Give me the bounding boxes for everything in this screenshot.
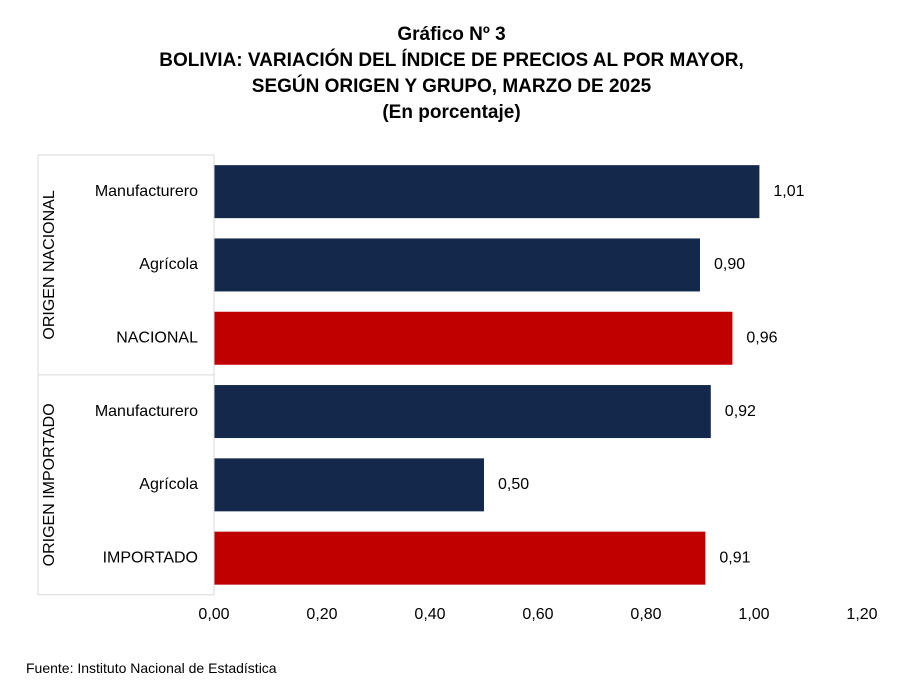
x-tick-label: 1,00	[738, 606, 769, 623]
x-tick-label: 0,60	[522, 606, 553, 623]
category-label: IMPORTADO	[103, 549, 198, 566]
data-label: 0,50	[498, 476, 529, 493]
bar-nacional	[214, 311, 733, 365]
bar-agrcola	[214, 238, 700, 292]
bar-agrcola	[214, 458, 484, 512]
category-label: Manufacturero	[95, 403, 198, 420]
title-line-4: (En porcentaje)	[382, 102, 521, 123]
category-label: Manufacturero	[95, 183, 198, 200]
data-label: 0,92	[725, 403, 756, 420]
x-tick-label: 0,80	[630, 606, 661, 623]
group-label-origen-importado: ORIGEN IMPORTADO	[41, 403, 58, 566]
bar-chart: ORIGEN NACIONAL Manufacturero 1,01 Agrícola…	[37, 154, 878, 623]
data-label: 0,96	[746, 329, 777, 346]
group-label-origen-nacional: ORIGEN NACIONAL	[41, 190, 58, 339]
bar-importado	[214, 531, 706, 585]
title-line-1: Gráfico Nº 3	[397, 24, 506, 45]
chart-title: Gráfico Nº 3 BOLIVIA: VARIACIÓN DEL ÍNDI…	[0, 22, 903, 126]
x-tick-label: 0,40	[414, 606, 445, 623]
x-tick-label: 1,20	[846, 606, 877, 623]
data-label: 0,91	[719, 549, 750, 566]
x-tick-label: 0,00	[198, 606, 229, 623]
x-tick-label: 0,20	[306, 606, 337, 623]
bar-manufacturero	[214, 165, 760, 219]
bar-manufacturero	[214, 385, 711, 439]
title-line-3: SEGÚN ORIGEN Y GRUPO, MARZO DE 2025	[251, 76, 652, 97]
data-label: 1,01	[773, 183, 804, 200]
data-label: 0,90	[714, 256, 745, 273]
title-line-2: BOLIVIA: VARIACIÓN DEL ÍNDICE DE PRECIOS…	[159, 50, 744, 71]
source-note: Fuente: Instituto Nacional de Estadístic…	[26, 660, 277, 676]
category-label: NACIONAL	[116, 329, 198, 346]
category-label: Agrícola	[139, 256, 198, 273]
category-label: Agrícola	[139, 476, 198, 493]
